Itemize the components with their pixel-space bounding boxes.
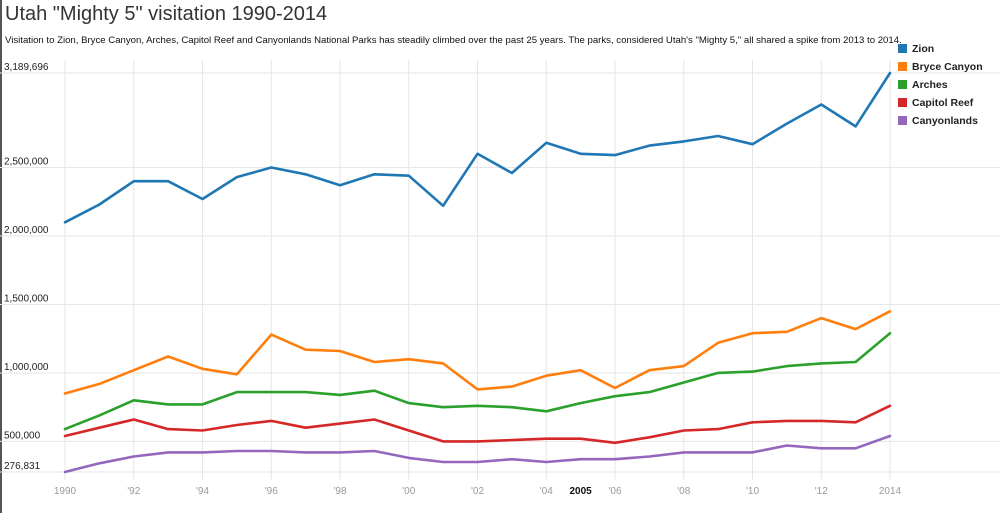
x-tick-label: '12 <box>815 486 828 497</box>
y-tick-label: 500,000 <box>4 430 41 441</box>
y-tick-label: 1,500,000 <box>4 293 49 304</box>
x-tick-label: '08 <box>677 486 690 497</box>
legend-swatch <box>898 116 907 125</box>
chart-title: Utah "Mighty 5" visitation 1990-2014 <box>5 3 328 25</box>
x-tick-label: '06 <box>608 486 621 497</box>
x-tick-label: 1990 <box>54 486 77 497</box>
x-tick-label: '04 <box>540 486 553 497</box>
series-line-arches <box>63 331 892 431</box>
x-tick-label: '02 <box>471 486 484 497</box>
x-tick-label: '92 <box>127 486 140 497</box>
legend-label: Bryce Canyon <box>912 61 983 73</box>
legend-label: Arches <box>912 79 948 91</box>
left-border <box>0 0 2 513</box>
legend-label: Canyonlands <box>912 115 978 127</box>
series-line-bryce-canyon <box>63 309 892 395</box>
y-tick-label: 1,000,000 <box>4 362 49 373</box>
legend-swatch <box>898 98 907 107</box>
y-tick-label: 276,831 <box>4 461 41 472</box>
y-tick-label: 2,000,000 <box>4 225 49 236</box>
x-tick-label: '94 <box>196 486 209 497</box>
legend-label: Capitol Reef <box>912 97 974 109</box>
x-tick-label: '98 <box>333 486 346 497</box>
x-tick-label: '10 <box>746 486 759 497</box>
x-tick-label: '96 <box>265 486 278 497</box>
legend-label: Zion <box>912 43 934 55</box>
series-line-capitol-reef <box>63 404 892 445</box>
x-tick-label: 2005 <box>570 486 593 497</box>
legend-swatch <box>898 62 907 71</box>
y-tick-label: 2,500,000 <box>4 156 49 167</box>
x-tick-label: '00 <box>402 486 415 497</box>
legend-swatch <box>898 44 907 53</box>
legend-swatch <box>898 80 907 89</box>
x-tick-label: 2014 <box>879 486 902 497</box>
y-tick-label: 3,189,696 <box>4 62 49 73</box>
series-line-zion <box>63 71 892 224</box>
chart-subtitle: Visitation to Zion, Bryce Canyon, Arches… <box>5 35 902 46</box>
series-line-canyonlands <box>63 434 892 474</box>
